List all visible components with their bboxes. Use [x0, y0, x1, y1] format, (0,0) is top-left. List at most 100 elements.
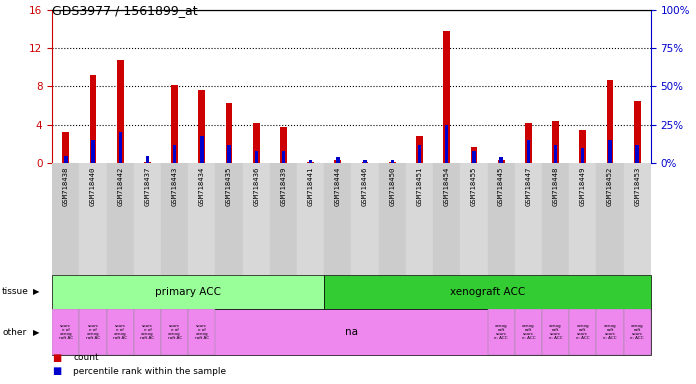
Text: sourc
e of
xenog
raft AC: sourc e of xenog raft AC	[58, 324, 73, 340]
Bar	[525, 123, 532, 163]
Bar	[255, 151, 258, 163]
Text: GSM718444: GSM718444	[335, 167, 341, 206]
Text: GSM718447: GSM718447	[525, 167, 531, 206]
Text: GSM718455: GSM718455	[471, 167, 477, 206]
Text: GSM718435: GSM718435	[226, 167, 232, 206]
Bar	[144, 162, 151, 163]
Bar	[596, 309, 624, 355]
Bar	[635, 145, 639, 163]
Bar	[498, 161, 505, 163]
Text: xenog
raft
sourc
e: ACC: xenog raft sourc e: ACC	[603, 324, 617, 340]
Bar	[200, 136, 203, 163]
Bar	[270, 163, 297, 275]
Bar	[351, 163, 379, 275]
Text: primary ACC: primary ACC	[155, 287, 221, 297]
Bar	[487, 309, 515, 355]
Text: GSM718451: GSM718451	[416, 167, 422, 206]
Text: xenog
raft
sourc
e: ACC: xenog raft sourc e: ACC	[521, 324, 535, 340]
Bar	[569, 163, 596, 275]
Bar	[624, 309, 651, 355]
Text: GSM718446: GSM718446	[362, 167, 368, 206]
Text: GSM718453: GSM718453	[634, 167, 640, 206]
Text: GSM718439: GSM718439	[280, 167, 287, 206]
Text: xenograft ACC: xenograft ACC	[450, 287, 525, 297]
Bar	[634, 101, 640, 163]
Bar	[307, 162, 314, 163]
Text: xenog
raft
sourc
e: ACC: xenog raft sourc e: ACC	[494, 324, 508, 340]
Text: GSM718449: GSM718449	[580, 167, 586, 206]
Bar	[243, 163, 270, 275]
Bar	[52, 275, 324, 309]
Bar	[579, 130, 586, 163]
Text: sourc
e of
xenog
raft AC: sourc e of xenog raft AC	[86, 324, 100, 340]
Text: GSM718434: GSM718434	[199, 167, 205, 206]
Bar	[64, 156, 68, 163]
Text: sourc
e of
xenog
raft AC: sourc e of xenog raft AC	[168, 324, 182, 340]
Bar	[418, 145, 421, 163]
Text: xenog
raft
sourc
e: ACC: xenog raft sourc e: ACC	[548, 324, 562, 340]
Text: sourc
e of
xenog
raft AC: sourc e of xenog raft AC	[113, 324, 127, 340]
Text: GSM718441: GSM718441	[308, 167, 314, 206]
Bar	[362, 162, 368, 163]
Bar	[363, 160, 367, 163]
Bar	[542, 309, 569, 355]
Bar	[117, 60, 124, 163]
Text: xenog
raft
sourc
e: ACC: xenog raft sourc e: ACC	[576, 324, 590, 340]
Text: GSM718443: GSM718443	[172, 167, 177, 206]
Bar	[406, 163, 433, 275]
Bar	[500, 157, 503, 163]
Text: sourc
e of
xenog
raft AC: sourc e of xenog raft AC	[195, 324, 209, 340]
Bar	[171, 86, 178, 163]
Text: xenog
raft
sourc
e: ACC: xenog raft sourc e: ACC	[631, 324, 644, 340]
Bar	[63, 131, 69, 163]
Bar	[608, 140, 612, 163]
Text: ▶: ▶	[33, 287, 40, 296]
Bar	[297, 163, 324, 275]
Bar	[335, 161, 341, 163]
Bar	[515, 163, 542, 275]
Bar	[280, 127, 287, 163]
Bar	[515, 309, 542, 355]
Bar	[569, 309, 596, 355]
Bar	[134, 163, 161, 275]
Text: count: count	[73, 353, 99, 362]
Text: GSM718436: GSM718436	[253, 167, 259, 206]
Bar	[216, 163, 243, 275]
Text: GSM718437: GSM718437	[145, 167, 150, 206]
Text: na: na	[345, 327, 358, 337]
Bar	[161, 309, 188, 355]
Bar	[324, 275, 651, 309]
Bar	[389, 162, 396, 163]
Text: GSM718440: GSM718440	[90, 167, 96, 206]
Bar	[52, 163, 79, 275]
Bar	[554, 145, 557, 163]
Bar	[527, 140, 530, 163]
Bar	[106, 163, 134, 275]
Text: ▶: ▶	[33, 328, 40, 337]
Bar	[433, 163, 460, 275]
Bar	[606, 80, 613, 163]
Text: ■: ■	[52, 366, 61, 376]
Text: other: other	[2, 328, 26, 337]
Text: GSM718448: GSM718448	[553, 167, 558, 206]
Bar	[118, 132, 122, 163]
Text: GSM718450: GSM718450	[389, 167, 395, 206]
Bar	[390, 160, 394, 163]
Text: GSM718454: GSM718454	[444, 167, 450, 206]
Text: percentile rank within the sample: percentile rank within the sample	[73, 367, 226, 376]
Bar	[379, 163, 406, 275]
Bar	[581, 148, 585, 163]
Bar	[460, 163, 487, 275]
Text: sourc
e of
xenog
raft AC: sourc e of xenog raft AC	[141, 324, 155, 340]
Bar	[472, 151, 475, 163]
Bar	[198, 90, 205, 163]
Bar	[52, 309, 79, 355]
Text: GDS3977 / 1561899_at: GDS3977 / 1561899_at	[52, 4, 198, 17]
Text: tissue: tissue	[2, 287, 29, 296]
Bar	[624, 163, 651, 275]
Bar	[443, 31, 450, 163]
Bar	[470, 147, 477, 163]
Bar	[79, 163, 106, 275]
Bar	[324, 163, 351, 275]
Bar	[416, 136, 423, 163]
